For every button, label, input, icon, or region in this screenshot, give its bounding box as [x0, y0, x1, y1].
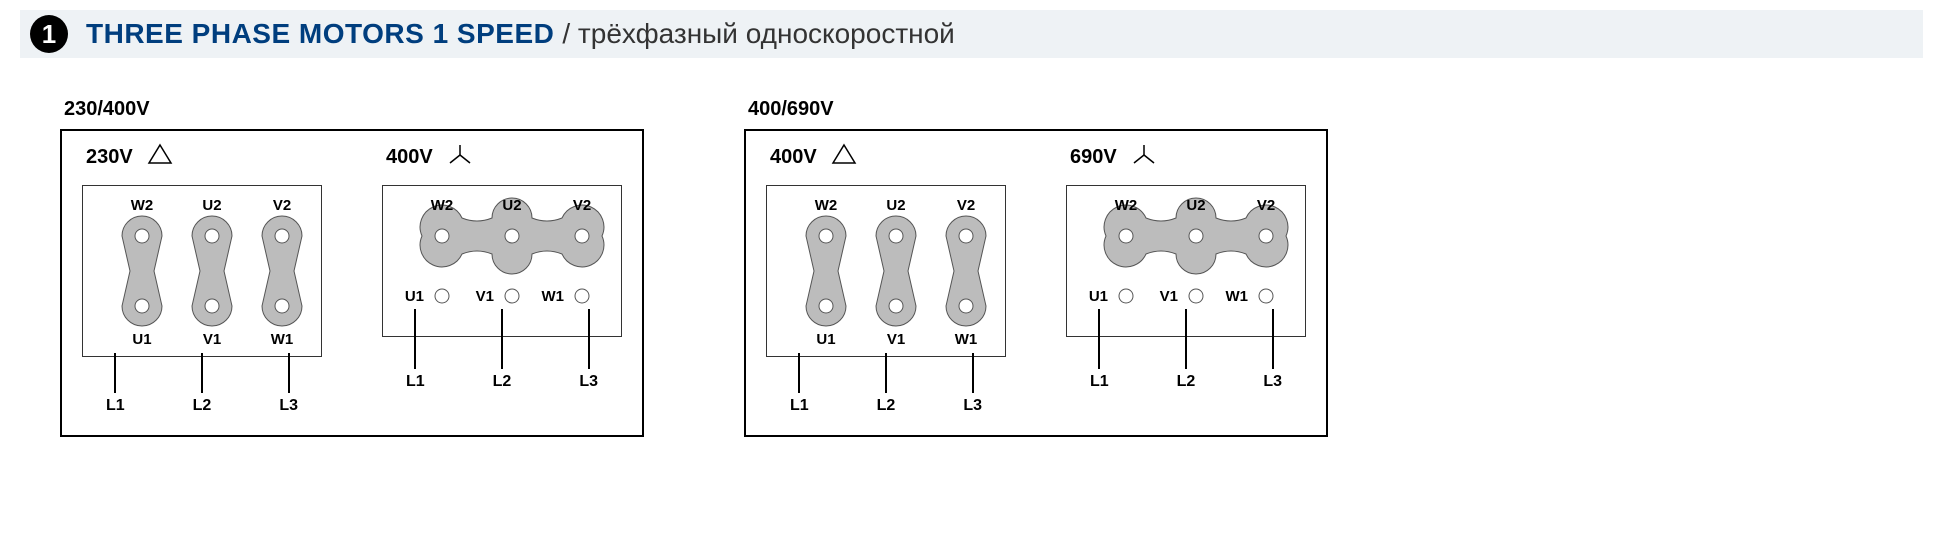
voltage-label: 400V: [386, 146, 433, 169]
voltage-label: 690V: [1070, 146, 1117, 169]
supply-line: L2: [1177, 309, 1196, 391]
connection-box: 230V W2 U1 U2 V1 V2 W1 L1 L2 L3 400V W2 U1 U2 V1 V2 W1 L1…: [60, 129, 644, 437]
connection-panel: 230V W2 U1 U2 V1 V2 W1 L1 L2 L3: [82, 143, 322, 415]
delta-icon: [831, 143, 857, 171]
svg-text:U2: U2: [886, 197, 905, 214]
svg-text:W1: W1: [955, 331, 978, 346]
supply-line: L1: [106, 353, 125, 415]
title-en: THREE PHASE MOTORS 1 SPEED: [86, 18, 554, 50]
panel-header: 400V: [386, 143, 473, 171]
delta-icon: [147, 143, 173, 171]
supply-line: L3: [963, 353, 982, 415]
svg-text:V1: V1: [887, 331, 905, 346]
voltage-label: 230V: [86, 146, 133, 169]
star-icon: [447, 143, 473, 171]
connection-box: 400V W2 U1 U2 V1 V2 W1 L1 L2 L3 690V W2 U1 U2 V1 V2 W1 L1…: [744, 129, 1328, 437]
supply-line: L1: [1090, 309, 1109, 391]
connection-panel: 690V W2 U1 U2 V1 V2 W1 L1 L2 L3: [1066, 143, 1306, 415]
terminal-diagram: W2 U1 U2 V1 V2 W1 L1 L2 L3: [1066, 185, 1306, 391]
svg-text:V2: V2: [957, 197, 975, 214]
diagrams-row: 230/400V 230V W2 U1 U2 V1 V2 W1 L1 L2 L3 400V W2 U1 U2…: [0, 98, 1943, 437]
svg-text:U1: U1: [1089, 288, 1108, 305]
svg-text:W2: W2: [431, 197, 454, 214]
terminal-box: W2 U1 U2 V1 V2 W1: [766, 185, 1006, 357]
svg-text:W1: W1: [1226, 288, 1249, 305]
supply-line: L3: [279, 353, 298, 415]
svg-text:U1: U1: [405, 288, 424, 305]
header-bar: 1 THREE PHASE MOTORS 1 SPEED / трёхфазны…: [20, 10, 1923, 58]
section-number-badge: 1: [30, 15, 68, 53]
svg-text:U1: U1: [132, 331, 151, 346]
svg-text:V1: V1: [1160, 288, 1178, 305]
svg-text:W2: W2: [1115, 197, 1138, 214]
supply-line: L3: [1263, 309, 1282, 391]
svg-text:V1: V1: [203, 331, 221, 346]
svg-text:V2: V2: [273, 197, 291, 214]
voltage-group: 230/400V 230V W2 U1 U2 V1 V2 W1 L1 L2 L3 400V W2 U1 U2…: [60, 98, 644, 437]
group-label: 230/400V: [64, 98, 644, 121]
connection-panel: 400V W2 U1 U2 V1 V2 W1 L1 L2 L3: [382, 143, 622, 415]
panel-header: 230V: [86, 143, 173, 171]
svg-text:U2: U2: [502, 197, 521, 214]
title-ru: / трёхфазный односкоростной: [562, 18, 954, 50]
supply-line: L2: [193, 353, 212, 415]
supply-line: L2: [877, 353, 896, 415]
panel-header: 690V: [1070, 143, 1157, 171]
svg-text:U1: U1: [816, 331, 835, 346]
panel-header: 400V: [770, 143, 857, 171]
svg-text:U2: U2: [1186, 197, 1205, 214]
supply-line: L3: [579, 309, 598, 391]
svg-text:V2: V2: [573, 197, 591, 214]
terminal-box: W2 U1 U2 V1 V2 W1: [82, 185, 322, 357]
svg-text:V1: V1: [476, 288, 494, 305]
svg-text:W2: W2: [815, 197, 838, 214]
group-label: 400/690V: [748, 98, 1328, 121]
terminal-diagram: W2 U1 U2 V1 V2 W1 L1 L2 L3: [82, 185, 322, 415]
svg-text:W1: W1: [271, 331, 294, 346]
supply-line: L1: [790, 353, 809, 415]
svg-text:V2: V2: [1257, 197, 1275, 214]
voltage-group: 400/690V 400V W2 U1 U2 V1 V2 W1 L1 L2 L3 690V W2 U1 U2…: [744, 98, 1328, 437]
terminal-diagram: W2 U1 U2 V1 V2 W1 L1 L2 L3: [382, 185, 622, 391]
svg-text:W1: W1: [542, 288, 565, 305]
connection-panel: 400V W2 U1 U2 V1 V2 W1 L1 L2 L3: [766, 143, 1006, 415]
supply-line: L1: [406, 309, 425, 391]
terminal-diagram: W2 U1 U2 V1 V2 W1 L1 L2 L3: [766, 185, 1006, 415]
svg-text:U2: U2: [202, 197, 221, 214]
star-icon: [1131, 143, 1157, 171]
voltage-label: 400V: [770, 146, 817, 169]
supply-line: L2: [493, 309, 512, 391]
svg-text:W2: W2: [131, 197, 154, 214]
